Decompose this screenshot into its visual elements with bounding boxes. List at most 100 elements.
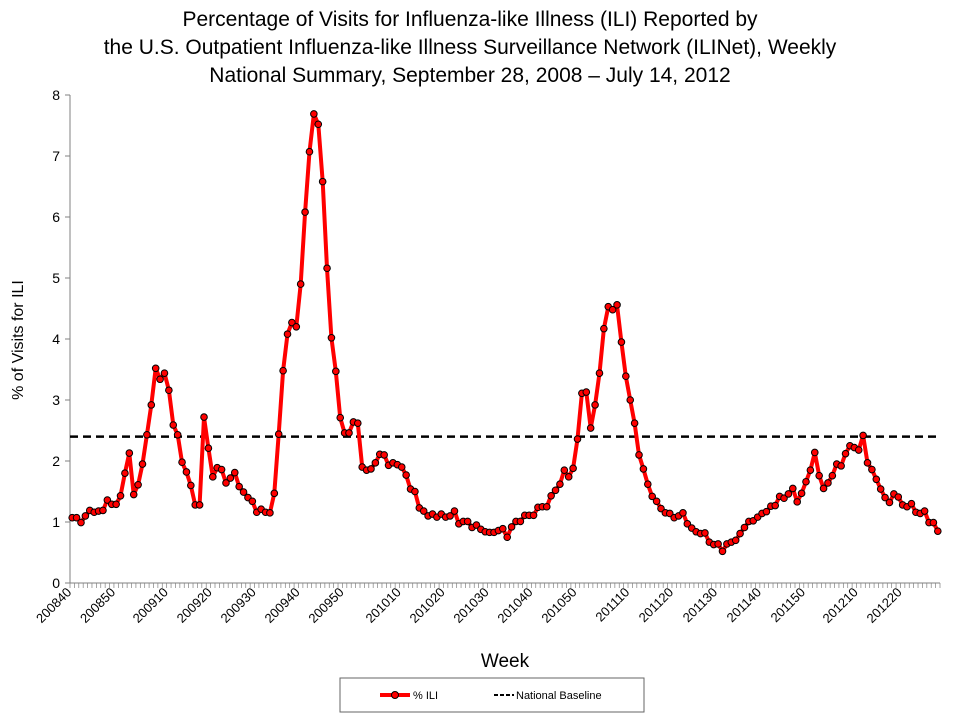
ili-data-point (310, 110, 318, 118)
y-tick-label: 2 (52, 453, 60, 469)
ili-data-point (156, 375, 164, 384)
ili-data-point (771, 501, 780, 510)
x-tick-label: 201140 (724, 585, 765, 626)
chart-title-line-3: National Summary, September 28, 2008 – J… (209, 64, 731, 87)
ili-data-point (806, 466, 815, 474)
x-axis-label: Week (481, 651, 530, 672)
ili-data-point (701, 529, 709, 537)
ili-data-point (718, 547, 727, 556)
y-axis-label: % of Visits for ILI (10, 280, 27, 400)
ili-data-point (283, 330, 292, 338)
x-tick-label: 201020 (407, 585, 448, 626)
x-tick-label: 201150 (768, 585, 809, 626)
ili-data-point (652, 497, 661, 506)
ili-data-point (740, 523, 749, 532)
ili-data-point (200, 413, 208, 421)
ili-data-point (195, 501, 204, 509)
ili-data-point (354, 419, 362, 427)
x-tick-label: 201010 (363, 585, 404, 626)
ili-data-point (279, 366, 287, 375)
ili-data-point (824, 479, 832, 487)
ili-data-point (239, 488, 248, 496)
y-tick-label: 5 (52, 270, 60, 286)
ili-data-point (573, 435, 582, 443)
ili-data-point (617, 338, 626, 346)
ili-data-point (266, 509, 274, 517)
ili-data-point (217, 465, 226, 474)
ili-data-point (885, 498, 894, 507)
ili-data-point (165, 386, 173, 395)
ili-data-point (402, 471, 410, 479)
ili-data-point (99, 506, 107, 515)
legend-ili-label: % ILI (413, 690, 438, 702)
ili-data-point (134, 480, 142, 489)
ili-data-point (644, 480, 652, 488)
ili-data-point (296, 280, 305, 288)
ili-data-point (714, 540, 722, 548)
ili-data-point (235, 482, 243, 491)
x-tick-label: 201040 (494, 585, 535, 626)
ili-data-point (560, 466, 569, 474)
ili-data-point (802, 477, 810, 486)
ili-data-point (859, 431, 867, 440)
ili-data-point (270, 489, 279, 498)
x-tick-label: 200940 (262, 585, 303, 626)
ili-data-point (323, 264, 331, 273)
ili-data-point (613, 301, 621, 309)
ili-data-point (582, 388, 591, 396)
series-marks (68, 110, 942, 556)
ili-data-point (367, 465, 375, 473)
ili-data-point (371, 459, 380, 467)
ili-data-point (336, 413, 345, 422)
x-tick-label: 201210 (820, 585, 861, 626)
ili-data-point (920, 507, 929, 515)
ili-data-point (129, 490, 138, 499)
ili-data-point (569, 464, 577, 473)
ili-data-point (810, 448, 819, 457)
ili-data-point (600, 324, 608, 333)
ili-data-point (81, 512, 90, 520)
x-tick-label: 200920 (174, 585, 215, 626)
legend-ili-marker (391, 691, 399, 699)
ili-data-point (318, 177, 327, 186)
ili-data-point (868, 465, 876, 474)
ili-data-point (125, 449, 134, 457)
ili-data-point (72, 513, 81, 522)
ili-data-point (332, 367, 340, 376)
ili-data-point (204, 444, 213, 452)
y-tick-label: 0 (52, 575, 60, 591)
ili-data-point (841, 449, 850, 458)
x-tick-label: 200850 (77, 585, 118, 626)
ili-data-point (547, 491, 555, 500)
legend-box (339, 677, 645, 713)
ili-data-point (586, 424, 595, 432)
x-tick-label: 201030 (450, 585, 491, 626)
y-tick-label: 6 (52, 209, 60, 225)
ili-data-point (626, 396, 635, 404)
ili-data-point (516, 517, 525, 526)
ili-data-point (169, 421, 178, 429)
ili-data-point (292, 323, 301, 331)
x-tick-label: 201120 (636, 585, 677, 626)
ili-data-point (147, 401, 156, 409)
ili-data-point (876, 485, 885, 493)
ili-series-line (72, 111, 940, 554)
ili-data-point (608, 305, 617, 314)
ili-data-point (345, 429, 353, 437)
y-tick-label: 1 (52, 514, 60, 530)
ili-data-point (639, 465, 648, 473)
ili-data-point (736, 529, 744, 538)
ili-data-point (397, 463, 406, 471)
ili-data-point (595, 369, 604, 377)
ili-data-point (564, 473, 573, 481)
ili-data-point (222, 479, 230, 487)
ili-data-point (635, 451, 643, 459)
ili-data-point (789, 484, 797, 493)
ili-data-point (450, 507, 459, 515)
ili-data-point (77, 518, 85, 527)
ili-data-point (622, 372, 630, 381)
ili-data-point (542, 502, 551, 511)
x-tick-label: 201110 (592, 585, 632, 625)
x-tick-label: 200930 (218, 585, 259, 626)
